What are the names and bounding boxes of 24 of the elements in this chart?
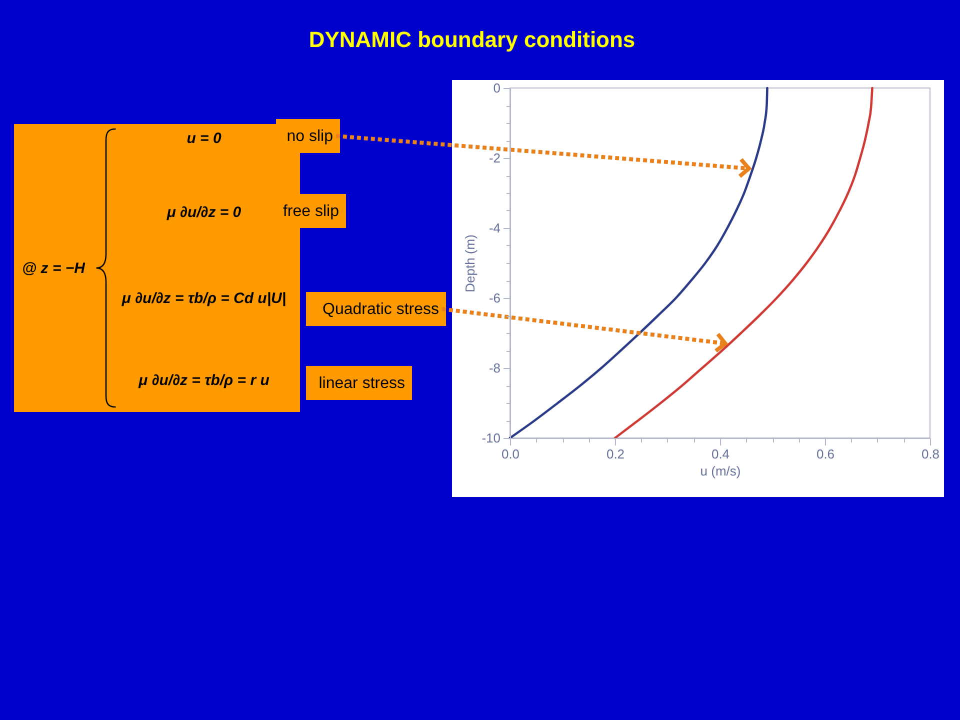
x-tick-label: 0.2 (606, 446, 625, 462)
y-tick-label: -2 (488, 150, 500, 166)
text: u = 0 (186, 130, 222, 147)
y-tick-label: 0 (493, 80, 500, 96)
x-tick-label: 0.0 (501, 446, 520, 462)
chart-title: DYNAMIC boundary conditions (308, 27, 636, 52)
line-series (614, 86, 874, 440)
text: @ z = −H (22, 260, 86, 277)
x-tick-label: 0.4 (711, 446, 730, 462)
y-axis-title: Depth (m) (462, 234, 478, 292)
text: linear stress (318, 375, 405, 392)
text: μ ∂u/∂z = τb/ρ = r u (138, 372, 270, 389)
text: μ ∂u/∂z = 0 (166, 204, 242, 221)
annotation: Quadratic stress (322, 301, 439, 318)
y-tick-label: -4 (488, 220, 500, 236)
y-tick-label: -6 (488, 290, 500, 306)
text: free slip (282, 203, 340, 220)
x-tick-label: 0.6 (816, 446, 835, 462)
x-axis-title: u (m/s) (700, 464, 741, 478)
y-tick-label: -8 (488, 360, 500, 376)
x-tick-label: 0.8 (921, 446, 940, 462)
annotation: no slip (286, 128, 334, 145)
y-tick-label: -10 (482, 430, 500, 446)
text: μ ∂u/∂z = τb/ρ = Cd u|U| (120, 290, 286, 307)
